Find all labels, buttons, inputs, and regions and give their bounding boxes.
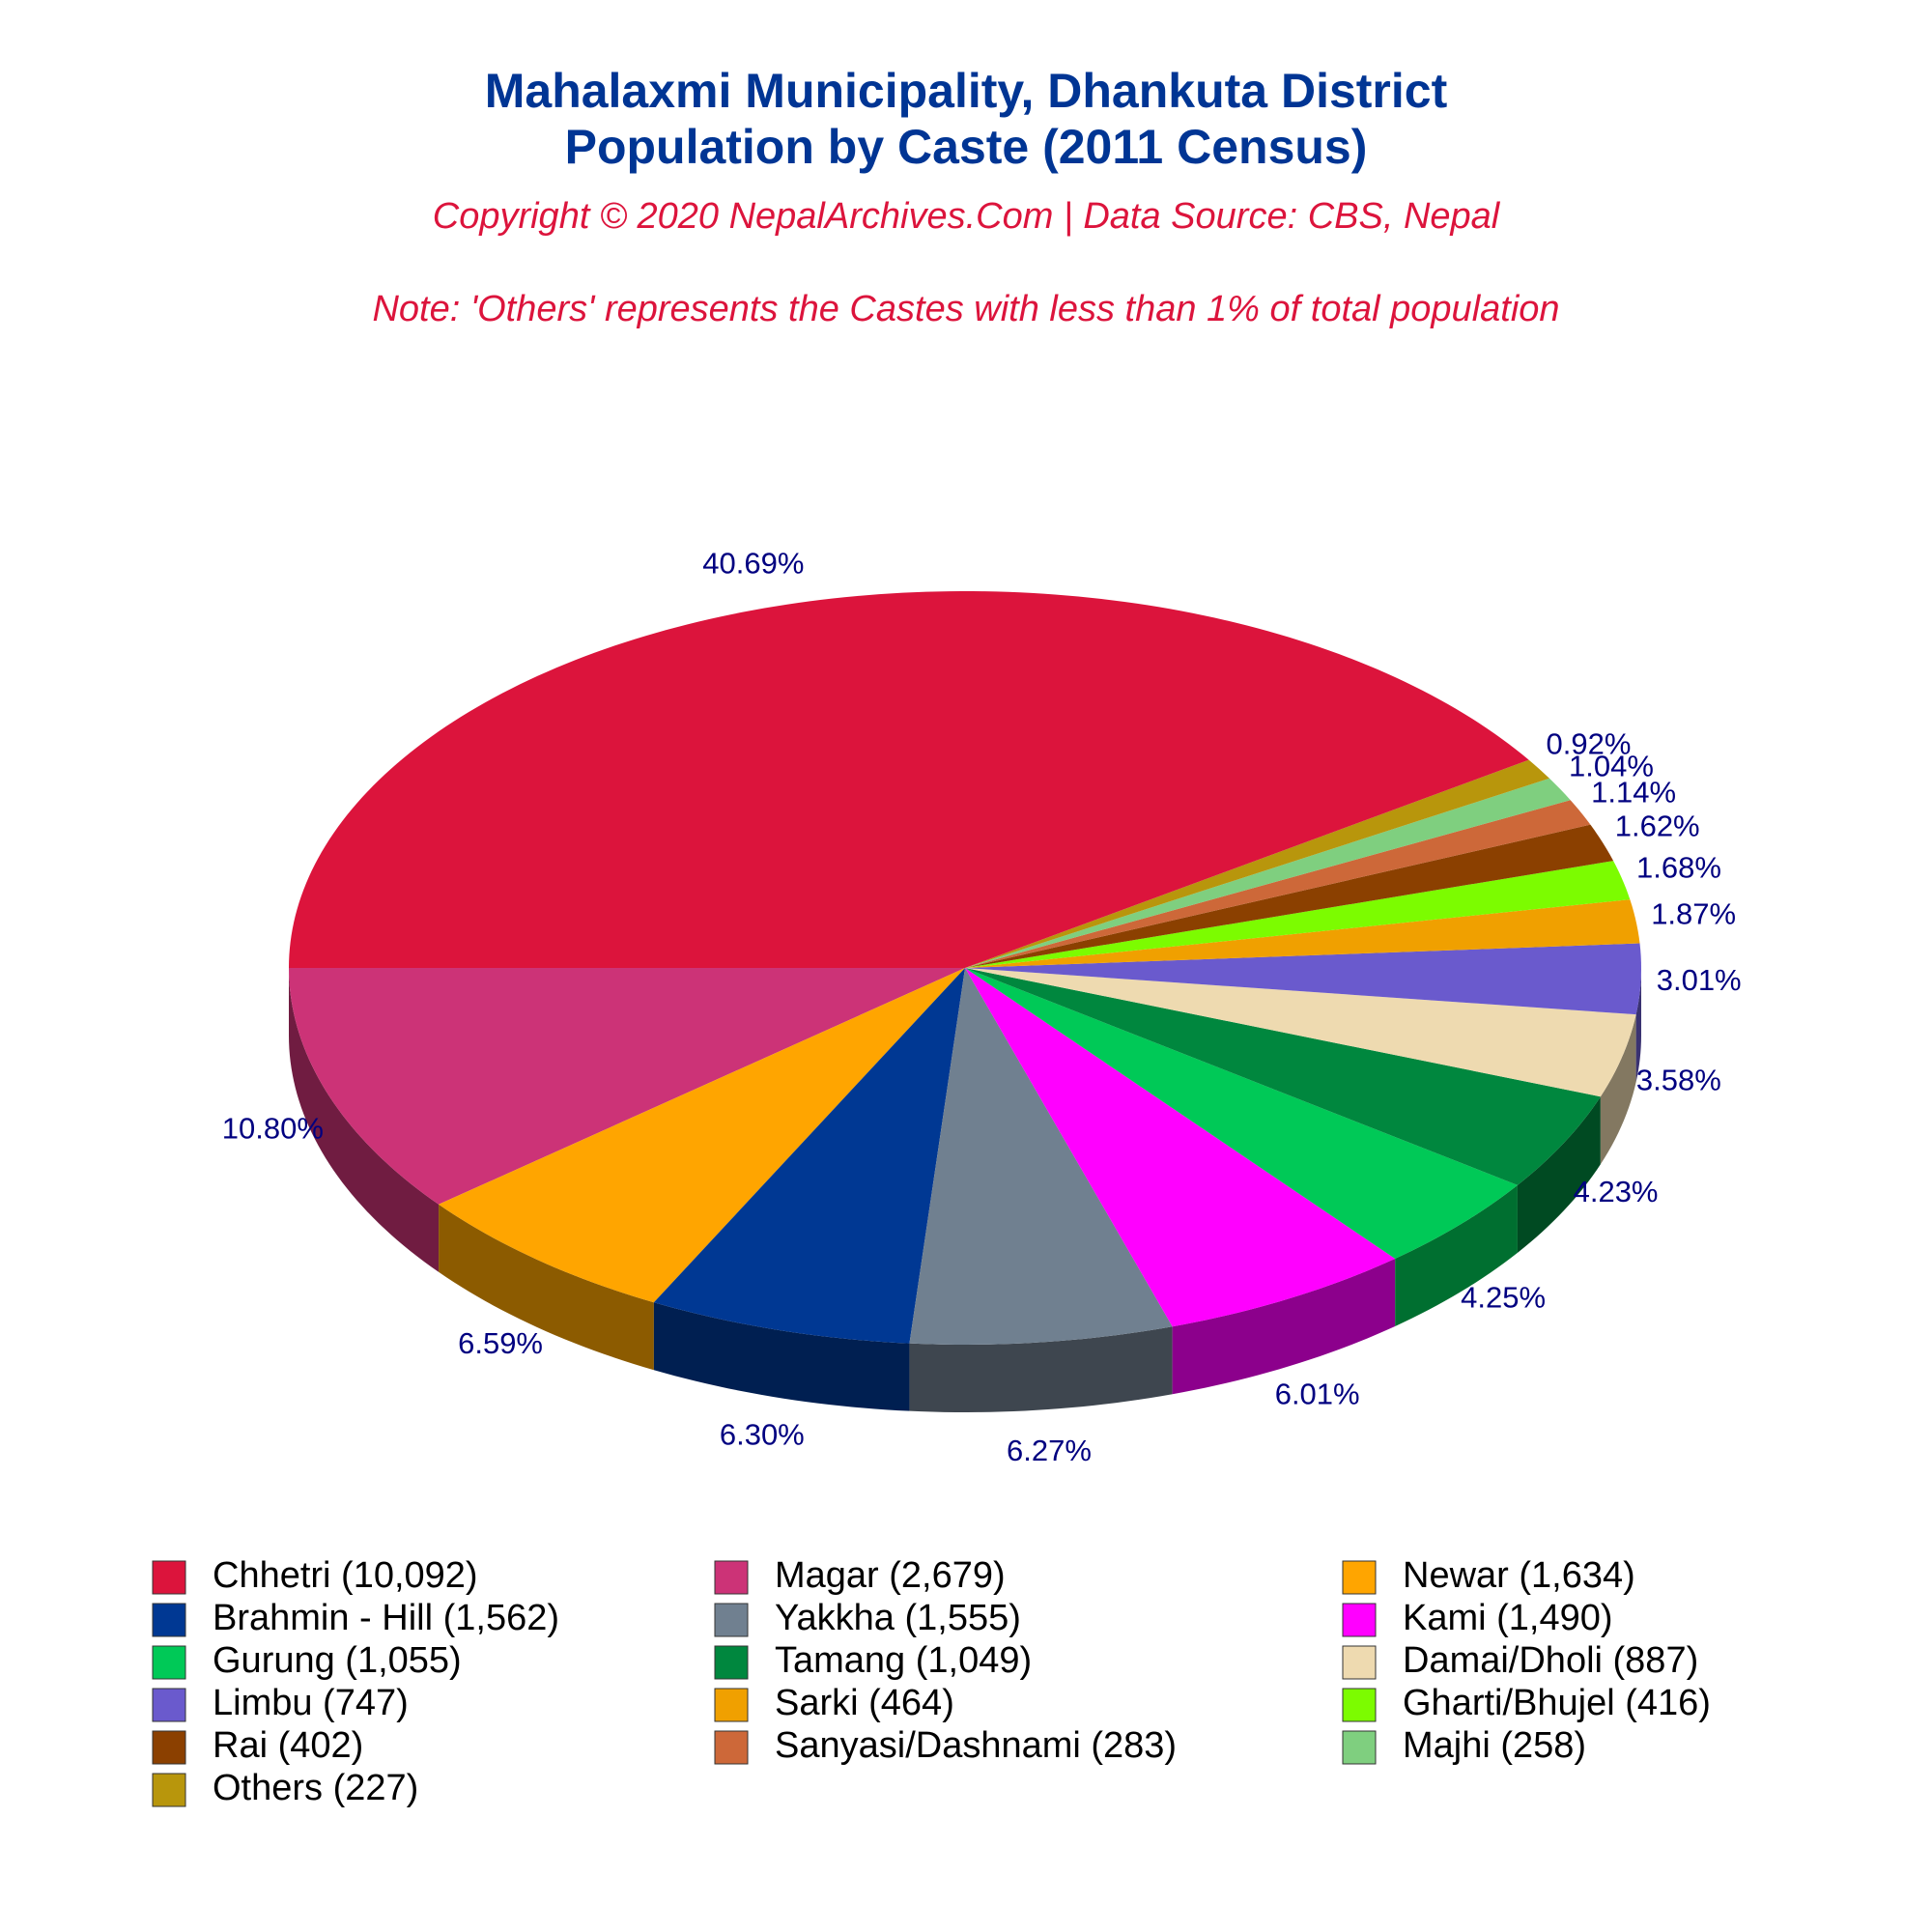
data-label: 10.80% xyxy=(222,1111,324,1145)
data-label: 1.87% xyxy=(1651,896,1736,930)
data-label: 6.59% xyxy=(458,1326,543,1360)
legend-label: Newar (1,634) xyxy=(1403,1555,1635,1596)
pie-slice xyxy=(965,899,1640,968)
legend-swatch xyxy=(152,1730,186,1765)
pie-slice-side xyxy=(1172,1258,1396,1395)
legend-swatch xyxy=(714,1688,749,1722)
pie-slice-side xyxy=(439,1204,654,1371)
pie-tops xyxy=(289,591,1641,1345)
legend-swatch xyxy=(152,1645,186,1680)
data-label: 4.25% xyxy=(1461,1281,1546,1315)
pie-slice xyxy=(439,968,965,1303)
legend-label: Kami (1,490) xyxy=(1403,1598,1613,1638)
chart-title: Mahalaxmi Municipality, Dhankuta Distric… xyxy=(485,64,1448,118)
legend-label: Chhetri (10,092) xyxy=(213,1555,478,1596)
legend-label: Damai/Dholi (887) xyxy=(1403,1640,1698,1681)
legend-swatch xyxy=(1342,1560,1377,1595)
pie-slice-side xyxy=(909,1326,1173,1412)
data-label: 4.23% xyxy=(1574,1175,1659,1208)
legend-swatch xyxy=(714,1645,749,1680)
legend-label: Others (227) xyxy=(213,1768,418,1808)
pie-labels: 10.80% 6.59% 6.30% 6.27% 6.01% 4.25% 4.23% 3.58… xyxy=(222,547,1742,1467)
legend: Chhetri (10,092) Magar (2,679) Newar (1,63… xyxy=(152,1555,1711,1808)
data-label: 6.01% xyxy=(1275,1377,1360,1410)
legend-swatch xyxy=(1342,1730,1377,1765)
legend-swatch xyxy=(152,1560,186,1595)
legend-swatch xyxy=(1342,1603,1377,1637)
data-label: 6.27% xyxy=(1007,1434,1092,1467)
legend-swatch xyxy=(152,1688,186,1722)
legend-swatch xyxy=(714,1730,749,1765)
pie-slice xyxy=(289,968,965,1205)
pie-slice xyxy=(909,968,1173,1345)
chart-note: Note: 'Others' represents the Castes wit… xyxy=(372,289,1559,329)
data-label: 3.58% xyxy=(1636,1063,1721,1096)
data-label: 1.68% xyxy=(1636,851,1721,885)
data-label: 1.62% xyxy=(1615,809,1700,842)
data-label: 1.04% xyxy=(1569,750,1654,783)
pie-slice-side xyxy=(653,1302,910,1411)
pie-slice xyxy=(289,591,1529,968)
legend-label: Limbu (747) xyxy=(213,1683,409,1723)
legend-swatch xyxy=(1342,1645,1377,1680)
pie-slice xyxy=(653,968,965,1344)
legend-swatch xyxy=(714,1603,749,1637)
legend-label: Brahmin - Hill (1,562) xyxy=(213,1598,559,1638)
pie-slice-side xyxy=(1395,1184,1518,1326)
legend-label: Majhi (258) xyxy=(1403,1725,1586,1766)
pie-slice xyxy=(965,861,1631,968)
pie-slice-side xyxy=(289,968,440,1272)
pie-slice xyxy=(965,778,1571,968)
pie-slice xyxy=(965,824,1614,968)
legend-swatch xyxy=(152,1603,186,1637)
legend-label: Gurung (1,055) xyxy=(213,1640,462,1681)
data-label: 40.69% xyxy=(702,547,804,581)
data-label: 3.01% xyxy=(1657,963,1742,997)
legend-label: Yakkha (1,555) xyxy=(775,1598,1021,1638)
pie-sides xyxy=(289,968,1641,1412)
pie-slice-side xyxy=(1517,1096,1601,1253)
pie-slice xyxy=(965,759,1549,968)
pie-slice xyxy=(965,968,1601,1185)
legend-label: Sarki (464) xyxy=(775,1683,954,1723)
pie-slice-side xyxy=(1635,968,1641,1083)
pie-slice-side xyxy=(1600,1014,1636,1165)
legend-label: Rai (402) xyxy=(213,1725,363,1766)
pie-slice xyxy=(965,800,1591,968)
data-label: 6.30% xyxy=(720,1417,805,1451)
legend-swatch xyxy=(714,1560,749,1595)
legend-label: Tamang (1,049) xyxy=(775,1640,1032,1681)
legend-label: Gharti/Bhujel (416) xyxy=(1403,1683,1711,1723)
legend-swatch xyxy=(1342,1688,1377,1722)
chart-title: Population by Caste (2011 Census) xyxy=(565,120,1368,174)
legend-label: Magar (2,679) xyxy=(775,1555,1006,1596)
data-label: 1.14% xyxy=(1591,775,1676,809)
chart-subtitle: Copyright © 2020 NepalArchives.Com | Dat… xyxy=(433,196,1501,237)
data-label: 0.92% xyxy=(1547,727,1632,761)
pie-slice xyxy=(965,968,1396,1327)
pie-slice xyxy=(965,968,1518,1259)
pie-slice xyxy=(965,943,1641,1015)
legend-swatch xyxy=(152,1773,186,1807)
legend-label: Sanyasi/Dashnami (283) xyxy=(775,1725,1177,1766)
pie-slice xyxy=(965,968,1636,1097)
